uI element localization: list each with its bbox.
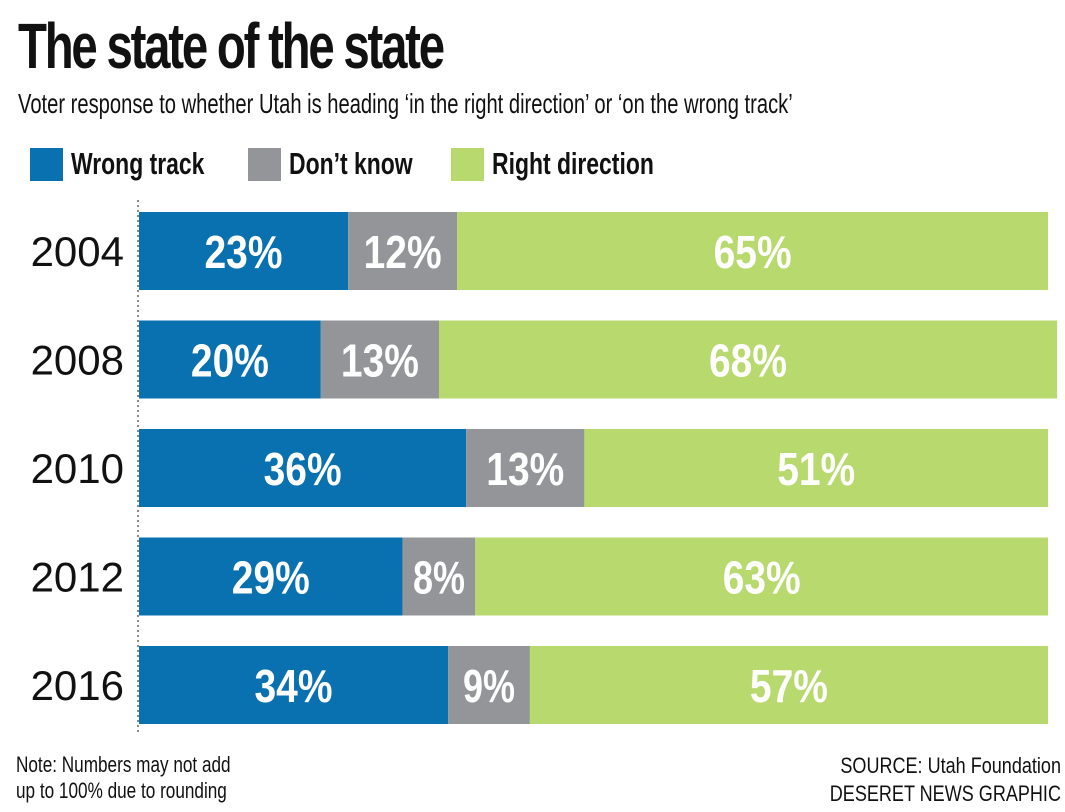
bar-segment-right-direction — [584, 429, 1048, 507]
legend-swatch-right-direction — [451, 148, 484, 181]
legend-swatch-dont-know — [248, 148, 281, 181]
bar-segment-right-direction — [457, 212, 1049, 290]
legend-label-wrong-track: Wrong track — [71, 146, 205, 181]
legend-label-dont-know: Don’t know — [289, 146, 413, 181]
data-label-right-direction: 65% — [714, 226, 792, 278]
data-label-don-t-know: 13% — [341, 335, 419, 387]
data-label-wrong-track: 20% — [191, 335, 269, 387]
data-label-wrong-track: 34% — [255, 660, 333, 712]
data-label-right-direction: 68% — [709, 335, 787, 387]
bar-segment-don-t-know — [448, 646, 530, 724]
bar-segment-wrong-track — [139, 320, 321, 399]
data-label-don-t-know: 12% — [364, 226, 442, 278]
legend-swatch-wrong-track — [30, 148, 63, 181]
y-tick-label: 2010 — [31, 445, 124, 492]
credit-line: DESERET NEWS GRAPHIC — [829, 781, 1061, 806]
bar-segment-don-t-know — [320, 320, 439, 399]
bar-segment-wrong-track — [139, 646, 449, 724]
source-line: SOURCE: Utah Foundation — [840, 753, 1061, 778]
bar-segment-don-t-know — [402, 537, 476, 616]
bar-segment-don-t-know — [466, 429, 585, 507]
source-credit: SOURCE: Utah Foundation DESERET NEWS GRA… — [830, 752, 1061, 808]
bar-segment-don-t-know — [348, 212, 458, 290]
data-label-right-direction: 63% — [723, 552, 801, 604]
y-tick-label: 2008 — [31, 337, 124, 384]
bar-segment-wrong-track — [139, 429, 467, 507]
chart-subtitle: Voter response to whether Utah is headin… — [18, 88, 793, 119]
bar-segment-wrong-track — [139, 212, 349, 290]
footnote: Note: Numbers may not add up to 100% due… — [16, 752, 231, 804]
bar-segment-right-direction — [529, 646, 1048, 724]
bar-segment-right-direction — [475, 537, 1048, 616]
data-label-wrong-track: 29% — [232, 552, 310, 604]
data-label-wrong-track: 23% — [205, 226, 283, 278]
bar-segment-wrong-track — [139, 537, 403, 616]
chart-title: The state of the state — [18, 10, 445, 82]
y-tick-label: 2004 — [31, 228, 124, 275]
data-label-don-t-know: 13% — [486, 443, 564, 495]
data-label-don-t-know: 8% — [413, 552, 465, 604]
data-label-don-t-know: 9% — [463, 660, 515, 712]
y-tick-label: 2012 — [31, 554, 124, 601]
data-label-right-direction: 51% — [777, 443, 855, 495]
y-tick-label: 2016 — [31, 662, 124, 709]
data-label-wrong-track: 36% — [264, 443, 342, 495]
stacked-bar-chart: 2004 23% 12% 65% 2008 20% 13% 68% 2010 36% 13% 51% 2… — [31, 200, 1058, 732]
data-label-right-direction: 57% — [750, 660, 828, 712]
footnote-line-2: up to 100% due to rounding — [16, 778, 227, 803]
footnote-line-1: Note: Numbers may not add — [16, 752, 231, 777]
bar-segment-right-direction — [439, 320, 1058, 399]
legend-label-right-direction: Right direction — [492, 146, 654, 181]
